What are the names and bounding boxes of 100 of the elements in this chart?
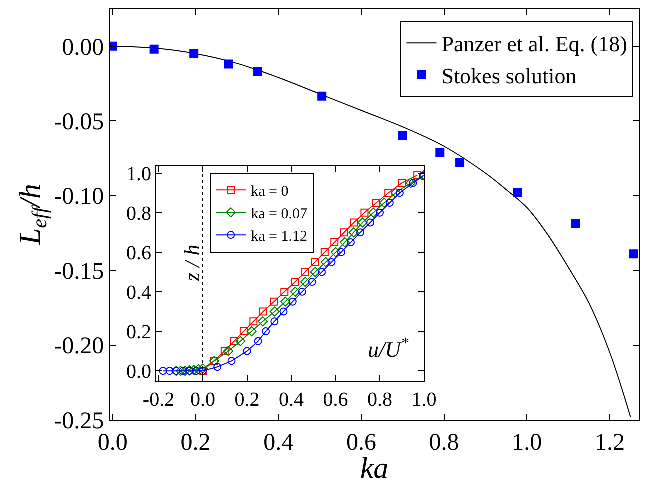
y-tick-label: 0.6	[126, 242, 152, 264]
x-tick-label: 1.0	[512, 430, 542, 456]
point	[298, 288, 306, 296]
point	[253, 67, 262, 76]
point	[240, 328, 248, 336]
point	[406, 178, 416, 188]
x-tick-label: 0.6	[323, 389, 348, 412]
legend-label: ka = 1.12	[251, 228, 308, 245]
legend-label: ka = 0.07	[251, 206, 308, 222]
point	[190, 49, 199, 58]
point	[150, 44, 159, 54]
point	[414, 171, 422, 180]
point	[230, 337, 238, 346]
y-tick-label: 0.8	[126, 202, 152, 225]
point	[176, 366, 186, 376]
point	[384, 189, 393, 198]
point	[301, 268, 310, 276]
point	[236, 336, 246, 346]
point	[571, 218, 580, 228]
point	[320, 257, 332, 268]
point	[270, 306, 280, 317]
point	[340, 237, 350, 248]
point	[372, 198, 380, 207]
y-tick-label: -0.20	[54, 334, 104, 360]
x-tick-label: 0.4	[264, 430, 294, 456]
x-tick-label: 0.0	[190, 389, 216, 412]
y-axis-title: z / h	[180, 244, 205, 282]
x-tick-label: 1.2	[595, 430, 625, 456]
point	[379, 198, 390, 208]
point	[311, 258, 320, 266]
point	[328, 258, 336, 266]
point	[330, 238, 339, 247]
point	[436, 148, 445, 157]
y-tick-label: 0.2	[126, 322, 152, 344]
x-tick-label: 1.0	[412, 389, 437, 412]
point	[198, 364, 208, 374]
legend-label: Panzer et al. Eq. (18)	[442, 32, 628, 57]
y-tick-label: 0.4	[126, 282, 152, 304]
x-tick-label: 0.8	[429, 430, 460, 456]
point	[192, 367, 200, 376]
y-tick-label: 0.0	[126, 361, 152, 384]
point	[291, 278, 300, 286]
y-tick-label: 1.0	[126, 163, 152, 186]
point	[224, 60, 234, 69]
point	[180, 366, 190, 376]
point	[340, 228, 348, 237]
y-tick-label: -0.05	[54, 109, 104, 136]
legend-label: Stokes solution	[442, 63, 577, 88]
point	[320, 248, 329, 256]
point	[350, 218, 358, 227]
point	[360, 208, 369, 217]
point	[166, 367, 174, 376]
point	[310, 267, 320, 278]
x-tick-label: 0.2	[180, 430, 211, 456]
point	[396, 189, 404, 198]
point	[376, 208, 384, 217]
point	[366, 218, 374, 227]
point	[254, 337, 262, 346]
x-tick-label: 0.2	[234, 389, 260, 412]
y-tick-label: -0.10	[54, 184, 104, 210]
point	[270, 298, 278, 306]
y-tick-label: 0.00	[62, 34, 104, 61]
point	[246, 326, 257, 337]
point	[318, 268, 326, 276]
x-tick-label: 0.8	[367, 389, 392, 412]
point	[347, 238, 355, 247]
point	[280, 308, 288, 316]
point	[280, 288, 289, 296]
point	[318, 92, 327, 101]
point	[259, 308, 268, 316]
point	[270, 318, 279, 326]
point	[288, 298, 297, 306]
point	[179, 367, 188, 376]
point	[300, 277, 310, 288]
point	[629, 250, 638, 259]
point	[280, 296, 291, 307]
point	[386, 198, 394, 207]
point	[214, 363, 222, 372]
point	[398, 132, 408, 141]
point	[513, 188, 522, 198]
legend-label: ka = 0	[251, 184, 289, 200]
point	[356, 228, 365, 237]
point	[262, 328, 270, 336]
point	[194, 364, 204, 375]
point	[390, 188, 401, 198]
point	[398, 179, 406, 188]
x-axis-title: u/U$^{*}$	[368, 335, 409, 362]
point	[456, 158, 465, 168]
point	[330, 247, 342, 258]
point	[228, 357, 236, 366]
point	[243, 347, 252, 356]
point	[290, 286, 301, 298]
point	[159, 367, 168, 376]
x-tick-label: 0.4	[278, 389, 304, 412]
x-tick-label: -0.2	[142, 389, 175, 412]
point	[220, 347, 229, 356]
point	[308, 278, 316, 286]
point	[368, 208, 379, 218]
point	[358, 218, 368, 228]
point	[189, 365, 200, 376]
